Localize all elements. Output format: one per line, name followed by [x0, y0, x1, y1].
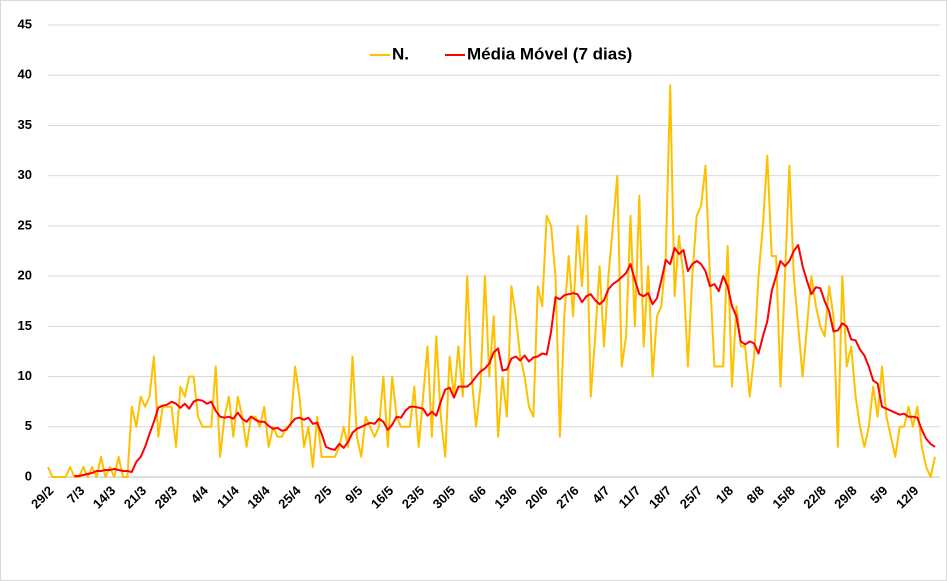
- series-line: [74, 244, 936, 477]
- y-tick-label: 15: [18, 318, 32, 333]
- legend-label: Média Móvel (7 dias): [467, 44, 632, 63]
- legend-label: N.: [392, 44, 409, 63]
- y-tick-label: 5: [25, 418, 32, 433]
- legend: N. Média Móvel (7 dias): [370, 44, 632, 63]
- y-tick-label: 30: [18, 167, 32, 182]
- y-tick-label: 0: [25, 468, 32, 483]
- y-tick-label: 40: [18, 67, 32, 82]
- series-line: [47, 84, 936, 478]
- y-tick-label: 35: [18, 117, 32, 132]
- y-tick-label: 10: [18, 368, 32, 383]
- y-tick-label: 20: [18, 268, 32, 283]
- y-tick-label: 25: [18, 217, 32, 232]
- y-tick-label: 45: [18, 16, 32, 31]
